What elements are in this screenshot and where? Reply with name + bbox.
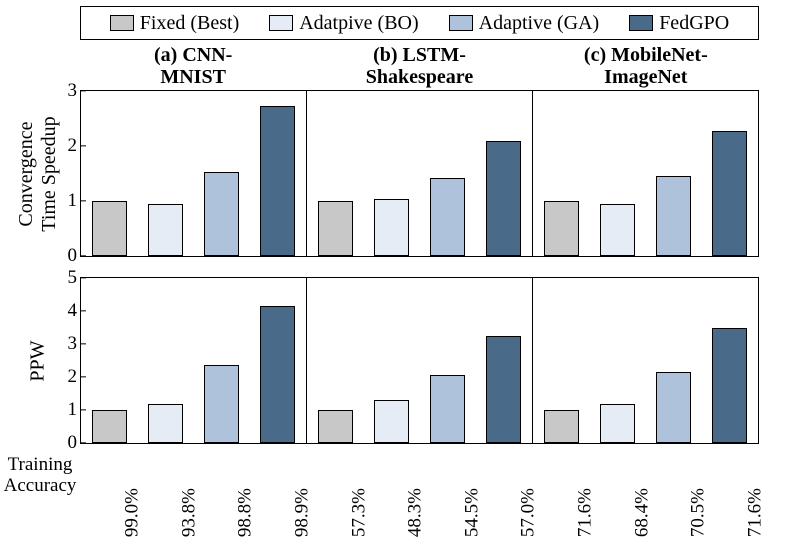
plot-panel bbox=[307, 277, 533, 444]
plot-area: 0123 012345 bbox=[80, 90, 759, 484]
figure-root: Fixed (Best) Adatpive (BO) Adaptive (GA) Fe… bbox=[0, 0, 789, 542]
ytick-mark bbox=[80, 277, 86, 278]
ytick-mark bbox=[80, 200, 86, 201]
legend-label: Adatpive (BO) bbox=[299, 12, 418, 35]
bar bbox=[486, 336, 521, 443]
ytick-label: 1 bbox=[53, 399, 77, 421]
bo-swatch bbox=[269, 15, 293, 31]
bar bbox=[712, 131, 747, 256]
xtick-label: 71.6% bbox=[574, 488, 596, 537]
ytick-mark bbox=[80, 310, 86, 311]
xtick-label: 98.8% bbox=[235, 488, 257, 537]
ga-swatch bbox=[449, 15, 473, 31]
ytick-label: 0 bbox=[53, 245, 77, 267]
xtick-label: 54.5% bbox=[461, 488, 483, 537]
xaxis-title-text: TrainingAccuracy bbox=[4, 454, 77, 496]
yaxis-label-top: ConvergenceTime Speedup bbox=[15, 116, 61, 231]
bar bbox=[92, 201, 127, 256]
ytick-mark bbox=[80, 409, 86, 410]
bar bbox=[544, 201, 579, 256]
ytick-mark bbox=[80, 442, 86, 443]
xtick-label: 71.6% bbox=[744, 488, 766, 537]
yaxis-label-bottom: PPW bbox=[27, 340, 50, 381]
legend: Fixed (Best) Adatpive (BO) Adaptive (GA) Fe… bbox=[80, 6, 759, 40]
xaxis-title: TrainingAccuracy bbox=[0, 455, 80, 497]
bar bbox=[430, 375, 465, 443]
ytick-label: 0 bbox=[53, 432, 77, 454]
xtick-label: 93.8% bbox=[178, 488, 200, 537]
bar bbox=[656, 176, 691, 256]
legend-item: Adatpive (BO) bbox=[269, 12, 418, 35]
bar bbox=[204, 365, 239, 443]
ytick-mark bbox=[80, 376, 86, 377]
panel-title: (b) LSTM-Shakespeare bbox=[306, 44, 532, 88]
bar bbox=[430, 178, 465, 256]
bar bbox=[318, 410, 353, 443]
fedgpo-swatch bbox=[629, 15, 653, 31]
bar bbox=[656, 372, 691, 443]
plot-panel bbox=[307, 90, 533, 257]
xtick-label: 48.3% bbox=[405, 488, 427, 537]
legend-item: Adaptive (GA) bbox=[449, 12, 600, 35]
xtick-label: 57.3% bbox=[348, 488, 370, 537]
bar bbox=[92, 410, 127, 443]
xaxis-panel: 71.6%68.4%70.5%71.6% bbox=[533, 450, 759, 536]
bar bbox=[712, 328, 747, 444]
ytick-label: 5 bbox=[53, 267, 77, 289]
legend-label: Fixed (Best) bbox=[140, 12, 239, 35]
ytick-mark bbox=[80, 145, 86, 146]
ytick-label: 3 bbox=[53, 80, 77, 102]
bar bbox=[374, 199, 409, 256]
fixed-swatch bbox=[110, 15, 134, 31]
legend-label: FedGPO bbox=[659, 12, 729, 35]
xtick-label: 68.4% bbox=[631, 488, 653, 537]
plot-panel: 012345 bbox=[80, 277, 307, 444]
bar bbox=[204, 172, 239, 256]
plot-panel bbox=[533, 277, 759, 444]
xaxis-labels-area: 99.0%93.8%98.8%98.9%57.3%48.3%54.5%57.0%… bbox=[80, 450, 759, 536]
bar bbox=[486, 141, 521, 257]
legend-label: Adaptive (GA) bbox=[479, 12, 600, 35]
xtick-label: 70.5% bbox=[688, 488, 710, 537]
xaxis-panel: 99.0%93.8%98.8%98.9% bbox=[80, 450, 306, 536]
ytick-mark bbox=[80, 90, 86, 91]
plot-row: 012345 bbox=[80, 277, 759, 444]
legend-item: FedGPO bbox=[629, 12, 729, 35]
plot-row: 0123 bbox=[80, 90, 759, 257]
bar bbox=[600, 404, 635, 443]
ytick-label: 4 bbox=[53, 300, 77, 322]
bar bbox=[148, 404, 183, 443]
bar bbox=[544, 410, 579, 443]
legend-item: Fixed (Best) bbox=[110, 12, 239, 35]
bar bbox=[374, 400, 409, 443]
panel-titles-row: (a) CNN-MNIST(b) LSTM-Shakespeare(c) Mob… bbox=[80, 44, 759, 88]
ytick-label: 3 bbox=[53, 333, 77, 355]
ytick-mark bbox=[80, 343, 86, 344]
bar bbox=[148, 204, 183, 256]
bar bbox=[600, 204, 635, 256]
ytick-label: 2 bbox=[53, 366, 77, 388]
bar bbox=[260, 306, 295, 443]
bar bbox=[318, 201, 353, 256]
panel-title: (a) CNN-MNIST bbox=[80, 44, 306, 88]
bar bbox=[260, 106, 295, 256]
ytick-mark bbox=[80, 255, 86, 256]
xaxis-panel: 57.3%48.3%54.5%57.0% bbox=[306, 450, 532, 536]
plot-panel bbox=[533, 90, 759, 257]
plot-panel: 0123 bbox=[80, 90, 307, 257]
panel-title: (c) MobileNet-ImageNet bbox=[533, 44, 759, 88]
xtick-label: 99.0% bbox=[122, 488, 144, 537]
